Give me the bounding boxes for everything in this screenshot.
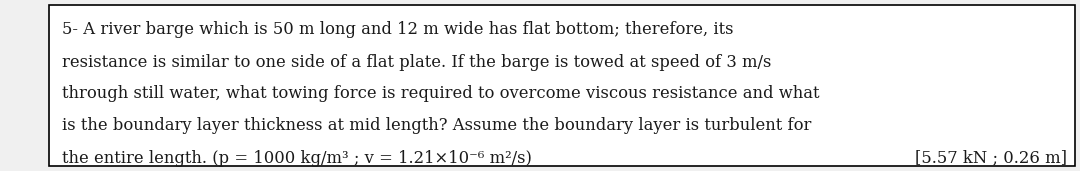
Text: through still water, what towing force is required to overcome viscous resistanc: through still water, what towing force i… <box>62 86 819 102</box>
FancyBboxPatch shape <box>49 5 1075 166</box>
Text: is the boundary layer thickness at mid length? Assume the boundary layer is turb: is the boundary layer thickness at mid l… <box>62 117 811 134</box>
Text: resistance is similar to one side of a flat plate. If the barge is towed at spee: resistance is similar to one side of a f… <box>62 54 771 71</box>
Text: [5.57 kN ; 0.26 m]: [5.57 kN ; 0.26 m] <box>915 150 1067 167</box>
Text: 5- A river barge which is 50 m long and 12 m wide has flat bottom; therefore, it: 5- A river barge which is 50 m long and … <box>62 21 733 38</box>
Text: the entire length. (p = 1000 kg/m³ ; v = 1.21×10⁻⁶ m²/s): the entire length. (p = 1000 kg/m³ ; v =… <box>62 150 531 167</box>
